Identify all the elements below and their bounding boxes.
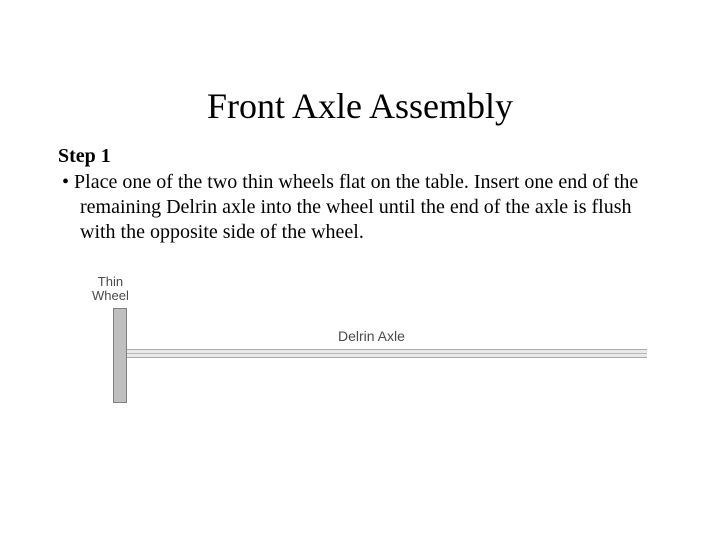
bullet-item: Place one of the two thin wheels flat on… [56, 170, 670, 245]
delrin-axle-label: Delrin Axle [338, 328, 405, 344]
bullet-list: Place one of the two thin wheels flat on… [56, 170, 670, 245]
thin-wheel-label: Thin Wheel [92, 275, 129, 304]
assembly-diagram: Thin Wheel Delrin Axle [60, 275, 660, 405]
axle-center-line [127, 353, 647, 354]
slide-container: Front Axle Assembly Step 1 Place one of … [0, 0, 720, 540]
page-title: Front Axle Assembly [50, 85, 670, 127]
thin-wheel-shape [113, 308, 127, 403]
thin-wheel-label-text: Thin Wheel [92, 274, 129, 303]
step-label: Step 1 [58, 145, 670, 168]
